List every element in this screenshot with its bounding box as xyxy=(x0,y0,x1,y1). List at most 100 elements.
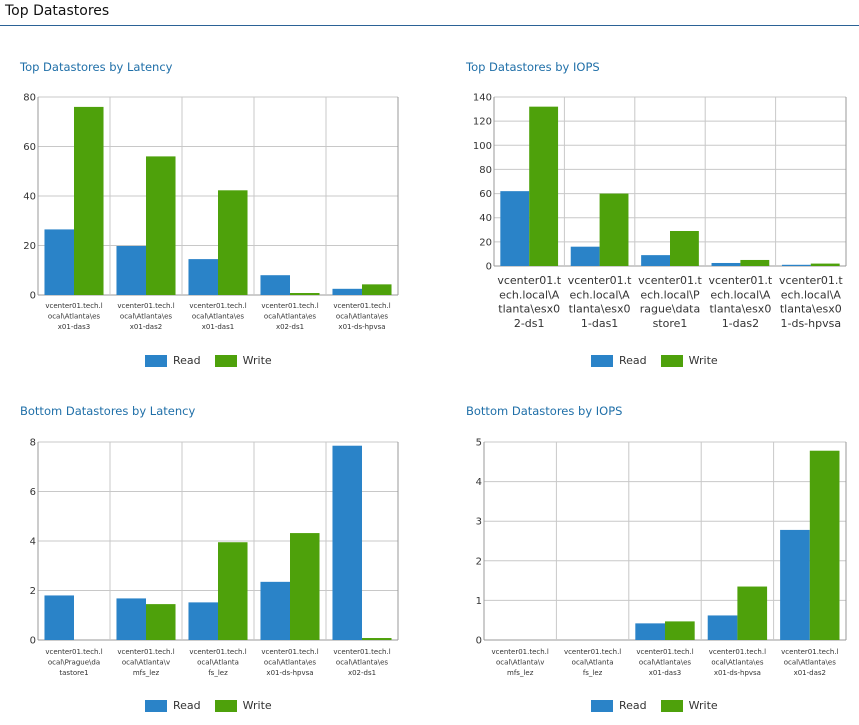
top-iops-ytick-label: 40 xyxy=(479,213,492,224)
page-title: Top Datastores xyxy=(5,3,110,19)
top-latency-ytick-label: 40 xyxy=(23,192,36,203)
chart-title-bottom-iops: Bottom Datastores by IOPS xyxy=(466,404,623,418)
legend-read[interactable]: Read xyxy=(145,354,201,367)
legend-read[interactable]: Read xyxy=(591,699,647,712)
write-swatch xyxy=(214,354,237,367)
legend-top-iops: Read Write xyxy=(591,354,732,367)
top-iops-bar-read xyxy=(781,264,811,266)
bottom-iops-category-label: vcenter01.tech.l ocal\Atlanta fs_lez xyxy=(564,648,621,677)
bottom-latency-category-label: vcenter01.tech.l ocal\Atlanta\es x02-ds1 xyxy=(333,648,390,677)
top-iops-bar-read xyxy=(570,246,600,266)
top-latency-bar-write xyxy=(362,284,392,295)
bottom-latency-bar-read xyxy=(332,445,362,640)
top-iops-category-label: vcenter01.t ech.local\A tlanta\esx0 1-das2 xyxy=(709,274,773,330)
legend-read-label: Read xyxy=(173,354,201,367)
legend-read-label: Read xyxy=(619,354,647,367)
top-iops-category-label: vcenter01.t ech.local\A tlanta\esx0 2-ds1 xyxy=(497,274,561,330)
write-swatch xyxy=(214,699,237,712)
chart-title-top-iops: Top Datastores by IOPS xyxy=(466,60,600,74)
legend-bottom-iops: Read Write xyxy=(591,699,732,712)
bottom-iops-ytick-label: 0 xyxy=(476,636,482,647)
top-iops-category-label: vcenter01.t ech.local\P rague\data store1 xyxy=(638,274,702,330)
read-swatch xyxy=(145,699,167,712)
legend-read[interactable]: Read xyxy=(591,354,647,367)
legend-write[interactable]: Write xyxy=(214,699,272,712)
top-iops-ytick-label: 20 xyxy=(479,237,492,248)
chart-title-bottom-latency: Bottom Datastores by Latency xyxy=(20,404,196,418)
bottom-iops-bar-read xyxy=(707,615,738,640)
legend-top-latency: Read Write xyxy=(145,354,286,367)
top-iops-category-label: vcenter01.t ech.local\A tlanta\esx0 1-das1 xyxy=(568,274,632,330)
bottom-latency-bar-write xyxy=(362,638,392,640)
top-latency-bar-write xyxy=(146,156,176,295)
write-swatch xyxy=(660,699,683,712)
bottom-latency-category-label: vcenter01.tech.l ocal\Atlanta\es x01-ds-hp… xyxy=(261,648,318,677)
legend-write-label: Write xyxy=(688,354,718,367)
bottom-iops-category-label: vcenter01.tech.l ocal\Atlanta\es x01-das2 xyxy=(781,648,838,677)
title-divider xyxy=(0,25,859,26)
bottom-iops-ytick-label: 5 xyxy=(476,438,482,449)
bottom-latency-category-label: vcenter01.tech.l ocal\Atlanta fs_lez xyxy=(189,648,246,677)
bottom-latency-bar-write xyxy=(146,604,176,640)
bottom-iops-bar-read xyxy=(635,623,665,640)
legend-read[interactable]: Read xyxy=(145,699,201,712)
bottom-iops-category-label: vcenter01.tech.l ocal\Atlanta\v mfs_lez xyxy=(492,648,549,677)
top-iops-bar-write xyxy=(599,193,629,266)
bottom-latency-ytick-label: 4 xyxy=(30,537,36,548)
top-latency-ytick-label: 20 xyxy=(23,241,36,252)
bottom-latency-bar-read xyxy=(260,581,290,640)
top-latency-ytick-label: 0 xyxy=(30,291,36,302)
top-latency-bar-read xyxy=(188,259,218,295)
top-latency-ytick-label: 80 xyxy=(23,93,36,104)
bottom-latency-category-label: vcenter01.tech.l ocal\Prague\da tastore1 xyxy=(45,648,102,677)
top-latency-bar-read xyxy=(332,288,362,295)
bottom-iops-category-label: vcenter01.tech.l ocal\Atlanta\es x01-das3 xyxy=(636,648,693,677)
bottom-latency-ytick-label: 6 xyxy=(30,487,36,498)
top-iops-ytick-label: 140 xyxy=(473,93,492,104)
bottom-iops-bar-write xyxy=(737,586,768,640)
top-iops-ytick-label: 120 xyxy=(473,117,492,128)
chart-title-top-latency: Top Datastores by Latency xyxy=(20,60,173,74)
bottom-iops-ytick-label: 2 xyxy=(476,556,482,567)
legend-write-label: Write xyxy=(688,699,718,712)
bottom-iops-ytick-label: 1 xyxy=(476,596,482,607)
bottom-latency-bar-write xyxy=(218,542,248,640)
bottom-iops-ytick-label: 3 xyxy=(476,517,482,528)
read-swatch xyxy=(591,699,613,712)
top-latency-bar-read xyxy=(44,229,74,295)
bottom-iops-ytick-label: 4 xyxy=(476,477,482,488)
bottom-latency-bar-read xyxy=(188,602,218,640)
bottom-latency-ytick-label: 0 xyxy=(30,636,36,647)
top-iops-bar-read xyxy=(711,262,741,266)
bottom-latency-bar-read xyxy=(116,598,146,640)
top-iops-bar-read xyxy=(641,255,670,266)
top-latency-category-label: vcenter01.tech.l ocal\Atlanta\es x01-das3 xyxy=(45,302,102,331)
legend-write[interactable]: Write xyxy=(660,354,718,367)
read-swatch xyxy=(591,354,613,367)
top-iops-bar-write xyxy=(529,106,559,267)
bottom-iops-bar-write xyxy=(665,621,695,640)
top-iops-ytick-label: 0 xyxy=(486,262,492,273)
top-latency-ytick-label: 60 xyxy=(23,142,36,153)
top-latency-bar-read xyxy=(260,275,290,295)
legend-bottom-latency: Read Write xyxy=(145,699,286,712)
legend-write-label: Write xyxy=(242,699,272,712)
bottom-latency-bar-read xyxy=(44,595,74,640)
top-latency-category-label: vcenter01.tech.l ocal\Atlanta\es x01-ds-hp… xyxy=(333,302,390,331)
bottom-latency-category-label: vcenter01.tech.l ocal\Atlanta\v mfs_lez xyxy=(117,648,174,677)
bottom-latency-bar-write xyxy=(290,533,320,640)
top-latency-bar-write xyxy=(218,190,248,295)
legend-write[interactable]: Write xyxy=(660,699,718,712)
top-iops-ytick-label: 80 xyxy=(479,165,492,176)
legend-write[interactable]: Write xyxy=(214,354,272,367)
bottom-iops-category-label: vcenter01.tech.l ocal\Atlanta\es x01-ds-hp… xyxy=(709,648,766,677)
top-latency-category-label: vcenter01.tech.l ocal\Atlanta\es x02-ds1 xyxy=(261,302,318,331)
legend-read-label: Read xyxy=(173,699,201,712)
top-latency-category-label: vcenter01.tech.l ocal\Atlanta\es x01-das1 xyxy=(189,302,246,331)
top-iops-category-label: vcenter01.t ech.local\A tlanta\esx0 1-ds-hp… xyxy=(779,274,843,330)
top-iops-ytick-label: 60 xyxy=(479,189,492,200)
bottom-iops-bar-read xyxy=(780,529,810,640)
top-iops-ytick-label: 100 xyxy=(473,141,492,152)
top-iops-bar-read xyxy=(500,191,530,266)
